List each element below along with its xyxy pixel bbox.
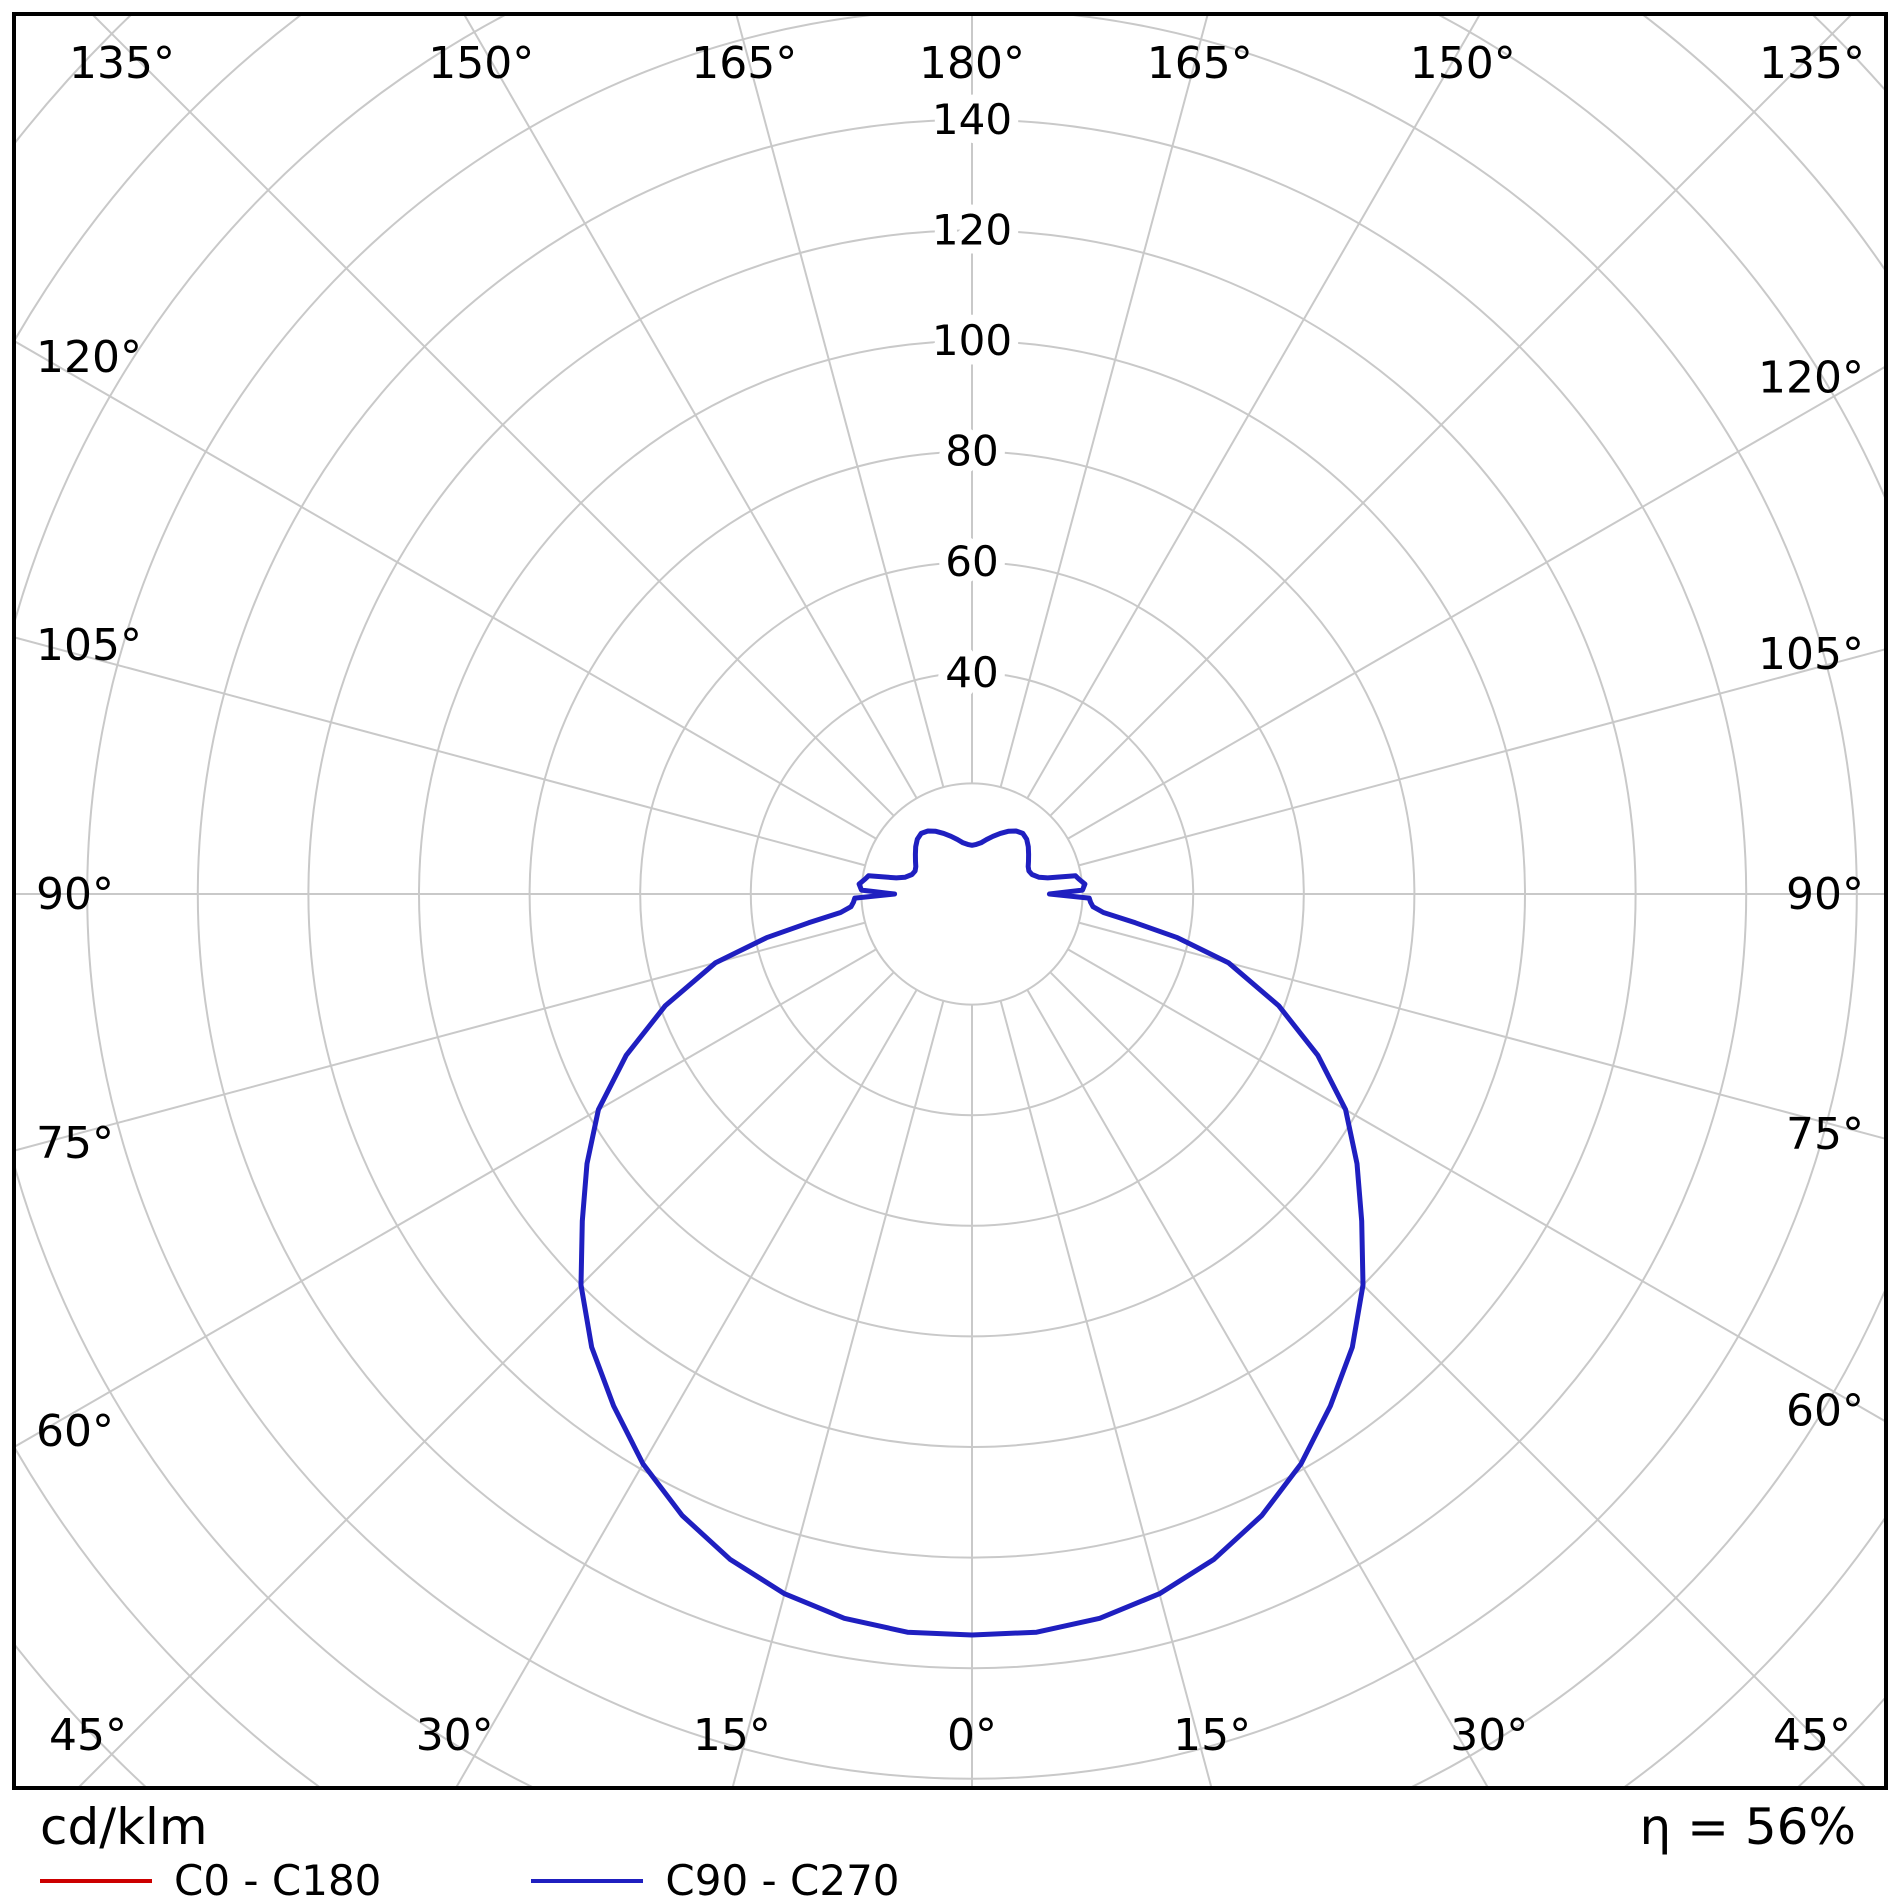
grid-spoke (1026, 16, 1481, 799)
grid-spoke (463, 16, 918, 799)
angle-label: 45° (1773, 1710, 1851, 1761)
angle-label: 90° (1786, 869, 1864, 920)
efficiency-label: η = 56% (1639, 1798, 1856, 1856)
angle-label: 45° (49, 1710, 127, 1761)
grid-circle (16, 16, 1884, 1786)
grid-spoke (92, 16, 895, 817)
radial-tick-label: 100 (932, 316, 1012, 365)
angle-label: 0° (947, 1710, 997, 1761)
angle-label: 135° (1759, 38, 1865, 89)
grid-spoke (78, 971, 895, 1786)
grid-spoke (16, 340, 877, 840)
legend: C0 - C180 C90 - C270 (40, 1856, 900, 1900)
grid-spoke (735, 16, 945, 788)
legend-item-c0-c180: C0 - C180 (40, 1856, 381, 1900)
grid-spoke (1026, 989, 1489, 1786)
angle-label: 15° (1173, 1710, 1251, 1761)
angle-label: 75° (1786, 1109, 1864, 1160)
radial-tick-label: 140 (932, 95, 1012, 144)
angle-label: 15° (693, 1710, 771, 1761)
angle-label: 30° (1450, 1710, 1528, 1761)
angle-label: 150° (428, 38, 534, 89)
grid-spoke (1078, 648, 1884, 867)
angle-label: 180° (919, 38, 1025, 89)
grid-spoke (999, 16, 1209, 788)
grid-spoke (999, 1000, 1213, 1786)
grid-spoke (1049, 16, 1852, 817)
legend-line-red (40, 1878, 152, 1883)
grid-spoke (16, 636, 866, 867)
grid-spoke (1067, 366, 1884, 840)
angle-label: 30° (416, 1710, 494, 1761)
angle-label: 60° (1786, 1386, 1864, 1437)
radial-tick-label: 40 (945, 648, 998, 697)
grid-spoke (1067, 948, 1884, 1422)
legend-item-c90-c270: C90 - C270 (531, 1856, 900, 1900)
grid-spoke (16, 948, 877, 1448)
angle-label: 90° (36, 869, 114, 920)
grid-spoke (455, 989, 918, 1786)
angle-label: 120° (36, 332, 142, 383)
polar-chart: 40 60 80 100 120 140 0° 15° 15° 30° 30° 45° 45° 60° 60… (16, 16, 1884, 1786)
grid-spoke (16, 921, 866, 1152)
angle-label: 60° (36, 1406, 114, 1457)
angle-label: 120° (1758, 352, 1864, 403)
radial-units-label: cd/klm (40, 1798, 208, 1856)
angle-label: 165° (1147, 38, 1253, 89)
grid-circle (16, 16, 1884, 1786)
angle-label: 105° (36, 620, 142, 671)
angle-label: 135° (69, 38, 175, 89)
legend-label-c0-c180: C0 - C180 (174, 1856, 382, 1900)
radial-tick-label: 60 (945, 537, 998, 586)
legend-label-c90-c270: C90 - C270 (665, 1856, 900, 1900)
radial-tick-label: 120 (932, 205, 1012, 254)
radial-tick-label: 80 (945, 427, 998, 476)
angle-label: 150° (1410, 38, 1516, 89)
grid-spoke (731, 1000, 945, 1786)
grid-circle (16, 16, 1884, 1786)
legend-line-blue (531, 1878, 644, 1883)
angle-label: 75° (36, 1118, 114, 1169)
grid-spoke (1078, 921, 1884, 1140)
grid-spoke (1049, 971, 1866, 1786)
chart-footer: cd/klm η = 56% C0 - C180 C90 - C270 (0, 1794, 1900, 1900)
curve-C90-C270 (578, 828, 1366, 1638)
polar-chart-frame: 40 60 80 100 120 140 0° 15° 15° 30° 30° 45° 45° 60° 60… (12, 12, 1888, 1790)
angle-label: 165° (691, 38, 797, 89)
grid-circle (16, 16, 1884, 1786)
angle-label: 105° (1758, 629, 1864, 680)
